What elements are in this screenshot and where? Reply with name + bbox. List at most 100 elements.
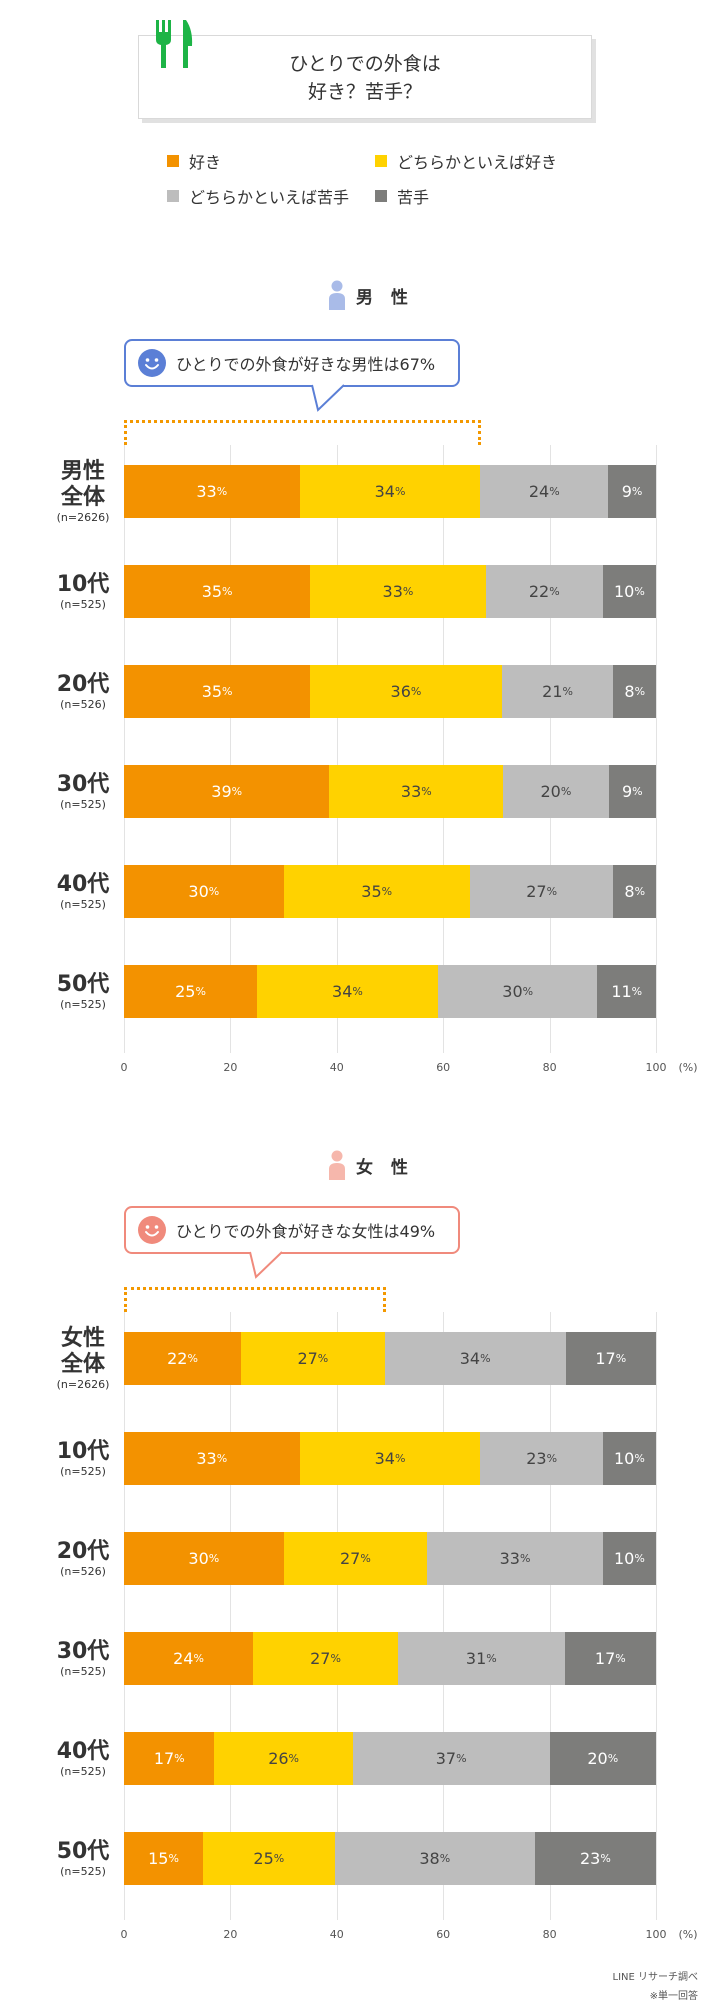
gridline (336, 1312, 338, 1920)
data-label-unit: % (486, 1652, 497, 1665)
title-line-2: 好き？苦手？ (307, 81, 422, 103)
bar-segment-dislike: 11% (597, 965, 656, 1018)
x-tick-label: 60 (436, 1061, 451, 1074)
row-label: 30代 (n=525) (44, 772, 122, 811)
data-label-unit: % (600, 1852, 611, 1865)
data-label: 33 (196, 482, 217, 501)
data-label: 33 (196, 1449, 217, 1468)
category-label: 20代 (56, 671, 110, 697)
data-label-unit: % (439, 1852, 451, 1865)
category-label: 20代 (56, 1538, 110, 1564)
male-chart: 0 20 40 60 80 100 (%) 男性 全体 (n=2626) 33% 34% 24% 9% 10… (0, 430, 720, 1090)
sample-size-label: (n=525) (60, 1464, 106, 1478)
x-tick-label: 100 (645, 1928, 667, 1941)
x-tick-label: 60 (436, 1928, 451, 1941)
data-label: 17 (153, 1749, 175, 1768)
data-label: 27 (526, 882, 547, 901)
bar-segment-dislike: 20% (549, 1732, 656, 1785)
stacked-bar: 15% 25% 38% 23% (124, 1832, 656, 1885)
data-label: 24 (173, 1649, 194, 1668)
data-label: 8 (624, 682, 635, 701)
data-label-unit: % (421, 785, 432, 798)
sample-size-label: (n=526) (60, 697, 106, 711)
data-label-unit: % (402, 585, 414, 598)
data-label-unit: % (634, 685, 646, 698)
row-label: 30代 (n=525) (44, 1639, 122, 1678)
data-label: 37 (435, 1749, 457, 1768)
data-label: 34 (332, 982, 353, 1001)
x-unit-label: (%) (678, 1061, 698, 1074)
data-label-unit: % (480, 1352, 491, 1365)
data-label-unit: % (193, 1652, 204, 1665)
stacked-bar: 17% 26% 37% 20% (124, 1732, 656, 1785)
bar-segment-somewhat-like: 33% (310, 565, 486, 618)
data-label: 33 (400, 782, 422, 801)
data-label: 34 (374, 1449, 395, 1468)
data-label: 35 (201, 582, 223, 601)
data-label: 30 (188, 882, 209, 901)
data-label-unit: % (634, 1552, 645, 1565)
bar-segment-like: 30% (124, 865, 284, 918)
gridline (549, 1312, 551, 1920)
sample-size-label: (n=2626) (56, 1377, 110, 1391)
gridline (656, 445, 657, 1053)
row-label: 10代 (n=525) (44, 1439, 122, 1478)
stacked-bar: 35% 36% 21% 8% (124, 665, 656, 718)
gridline (124, 445, 125, 1053)
data-label-unit: % (273, 1852, 285, 1865)
data-label-unit: % (231, 785, 243, 798)
legend-item-somewhat-dislike: どちらかといえば苦手 (167, 185, 349, 207)
gridline (230, 1312, 232, 1920)
bar-segment-dislike: 10% (602, 1432, 656, 1485)
bar-segment-somewhat-dislike: 30% (437, 965, 598, 1018)
legend-item-somewhat-like: どちらかといえば好き (375, 150, 557, 172)
data-label: 24 (528, 482, 550, 501)
bar-segment-somewhat-dislike: 22% (485, 565, 603, 618)
category-label: 50代 (56, 971, 110, 997)
bar-segment-somewhat-dislike: 27% (469, 865, 614, 918)
data-label: 35 (361, 882, 382, 901)
male-person-icon (329, 280, 345, 310)
data-label: 10 (613, 1549, 635, 1568)
sample-size-label: (n=525) (60, 1864, 106, 1878)
bar-segment-dislike: 8% (613, 865, 656, 918)
legend-item-like: 好き (167, 150, 221, 172)
footnote-source: LINE リサーチ調べ (612, 1972, 699, 1983)
data-label: 33 (499, 1549, 520, 1568)
data-label-unit: % (607, 1752, 619, 1765)
category-label: 30代 (56, 771, 110, 797)
data-label-unit: % (634, 1452, 645, 1465)
sample-size-label: (n=526) (60, 1564, 106, 1578)
data-label: 30 (188, 1549, 209, 1568)
bar-segment-dislike: 8% (613, 665, 656, 718)
bar-segment-somewhat-like: 26% (214, 1732, 353, 1785)
bar-segment-somewhat-dislike: 21% (501, 665, 614, 718)
footnote-note: ※単一回答 (649, 1991, 698, 2002)
data-label-unit: % (330, 1652, 341, 1665)
data-label: 21 (542, 682, 563, 701)
data-label: 10 (613, 1449, 635, 1468)
data-label: 38 (419, 1849, 440, 1868)
data-label: 31 (465, 1649, 487, 1668)
category-label: 10代 (56, 571, 110, 597)
data-label-unit: % (222, 685, 233, 698)
bar-segment-somewhat-dislike: 34% (384, 1332, 566, 1385)
data-label-unit: % (562, 685, 573, 698)
male-like-bracket (124, 420, 481, 445)
data-label: 9 (621, 782, 633, 801)
bar-segment-dislike: 23% (534, 1832, 656, 1885)
bar-segment-somewhat-like: 25% (203, 1832, 335, 1885)
data-label-unit: % (549, 485, 560, 498)
data-label-unit: % (522, 985, 534, 998)
data-label-unit: % (634, 585, 645, 598)
sample-size-label: (n=525) (60, 797, 106, 811)
data-label: 10 (613, 582, 635, 601)
male-section-title: 男 性 (356, 287, 414, 308)
category-label: 40代 (56, 871, 110, 897)
gridline (443, 1312, 445, 1920)
gridline (443, 445, 445, 1053)
sample-size-label: (n=525) (60, 997, 106, 1011)
legend-swatch (375, 155, 387, 167)
data-label: 39 (211, 782, 232, 801)
data-label-unit: % (410, 685, 422, 698)
